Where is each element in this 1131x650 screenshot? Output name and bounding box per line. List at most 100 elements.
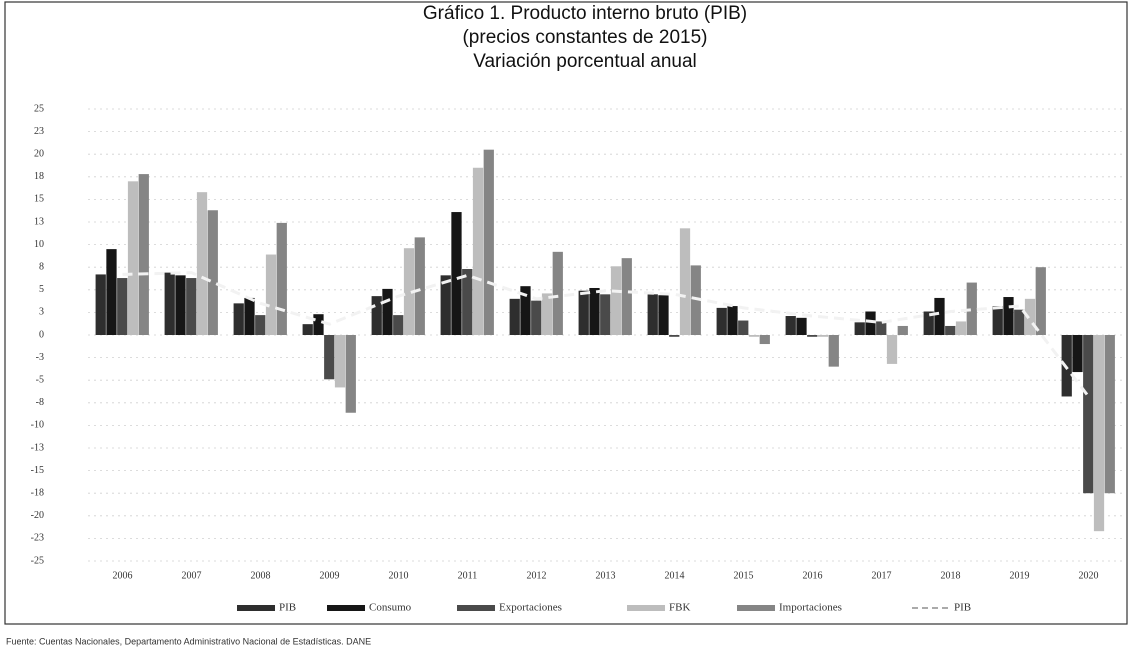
bar bbox=[345, 335, 356, 413]
y-tick-label: -23 bbox=[31, 533, 44, 544]
bar bbox=[334, 335, 346, 388]
x-tick-label: 2020 bbox=[1079, 570, 1099, 581]
bar bbox=[934, 297, 945, 335]
y-tick-label: 3 bbox=[39, 307, 44, 318]
bar bbox=[138, 174, 149, 335]
bar bbox=[552, 251, 563, 335]
bar bbox=[117, 278, 128, 335]
bar bbox=[589, 287, 600, 335]
bar bbox=[738, 320, 749, 335]
bar bbox=[679, 228, 691, 335]
source-note: Fuente: Cuentas Nacionales, Departamento… bbox=[6, 636, 371, 646]
y-tick-label: -15 bbox=[31, 465, 44, 476]
x-tick-label: 2014 bbox=[665, 570, 685, 581]
bar bbox=[483, 149, 494, 335]
bar bbox=[1093, 335, 1105, 532]
x-tick-label: 2012 bbox=[527, 570, 547, 581]
y-tick-label: -20 bbox=[31, 510, 44, 521]
bar bbox=[393, 315, 404, 335]
legend-label: Exportaciones bbox=[499, 602, 562, 614]
bar bbox=[324, 335, 335, 380]
y-tick-label: 20 bbox=[34, 148, 44, 159]
legend-label: Importaciones bbox=[779, 602, 842, 614]
y-tick-label: -25 bbox=[31, 555, 44, 566]
legend-swatch bbox=[457, 605, 495, 611]
bar bbox=[472, 167, 484, 335]
legend-swatch bbox=[737, 605, 775, 611]
bar bbox=[244, 297, 255, 335]
bar bbox=[313, 314, 324, 335]
bar bbox=[923, 311, 934, 335]
y-tick-label: 25 bbox=[34, 103, 44, 114]
bar bbox=[255, 315, 266, 335]
bar bbox=[621, 258, 632, 335]
bar bbox=[945, 325, 956, 335]
legend-label: PIB bbox=[279, 602, 296, 614]
x-tick-label: 2006 bbox=[113, 570, 133, 581]
legend-swatch bbox=[237, 605, 275, 611]
bar bbox=[520, 286, 531, 335]
bar bbox=[1083, 335, 1094, 494]
bar bbox=[531, 300, 542, 335]
bar bbox=[807, 335, 818, 337]
y-tick-label: 15 bbox=[34, 194, 44, 205]
bar bbox=[302, 324, 313, 335]
bar bbox=[1014, 309, 1025, 335]
x-tick-label: 2009 bbox=[320, 570, 340, 581]
bar bbox=[414, 237, 425, 335]
bar bbox=[600, 294, 611, 335]
x-tick-label: 2010 bbox=[389, 570, 409, 581]
bar bbox=[669, 335, 680, 337]
bar bbox=[796, 317, 807, 335]
bar bbox=[451, 212, 462, 335]
y-tick-label: 8 bbox=[39, 261, 44, 272]
y-tick-label: -10 bbox=[31, 420, 44, 431]
y-tick-label: -13 bbox=[31, 442, 44, 453]
x-tick-label: 2016 bbox=[803, 570, 823, 581]
bar bbox=[265, 254, 277, 335]
legend-swatch bbox=[327, 605, 365, 611]
legend-label: PIB bbox=[954, 602, 971, 614]
legend-label: Consumo bbox=[369, 602, 412, 614]
y-tick-label: 23 bbox=[34, 126, 44, 137]
bar bbox=[865, 311, 876, 335]
legend-label: FBK bbox=[669, 602, 690, 614]
bar bbox=[106, 249, 117, 335]
bar bbox=[759, 335, 770, 345]
chart-title: Gráfico 1. Producto interno bruto (PIB) bbox=[423, 3, 747, 24]
y-tick-label: -3 bbox=[36, 352, 44, 363]
bar bbox=[541, 293, 553, 335]
bar bbox=[1035, 267, 1046, 335]
bar bbox=[992, 306, 1003, 335]
bar bbox=[578, 290, 589, 335]
bar bbox=[785, 316, 796, 335]
y-tick-label: -18 bbox=[31, 487, 44, 498]
bar bbox=[403, 248, 415, 335]
y-tick-label: 13 bbox=[34, 216, 44, 227]
bar bbox=[186, 278, 197, 335]
bar bbox=[1072, 335, 1083, 373]
x-tick-label: 2011 bbox=[458, 570, 478, 581]
bar bbox=[886, 335, 898, 364]
bar bbox=[817, 335, 829, 337]
x-tick-label: 2017 bbox=[872, 570, 892, 581]
bar bbox=[371, 296, 382, 335]
bar bbox=[175, 275, 186, 335]
y-tick-label: 18 bbox=[34, 171, 44, 182]
bar bbox=[276, 222, 287, 335]
bar bbox=[462, 269, 473, 335]
x-tick-label: 2018 bbox=[941, 570, 961, 581]
bar bbox=[828, 335, 839, 367]
bar bbox=[748, 335, 760, 337]
x-tick-label: 2007 bbox=[182, 570, 202, 581]
bar bbox=[382, 288, 393, 335]
bar bbox=[127, 181, 139, 335]
bar bbox=[727, 306, 738, 335]
y-tick-label: -8 bbox=[36, 397, 44, 408]
bar bbox=[164, 272, 175, 335]
x-tick-label: 2015 bbox=[734, 570, 754, 581]
bar bbox=[690, 265, 701, 335]
x-tick-label: 2008 bbox=[251, 570, 271, 581]
